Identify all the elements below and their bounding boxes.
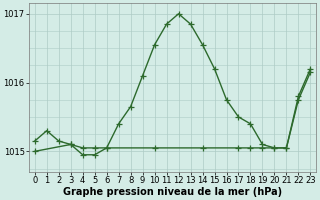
X-axis label: Graphe pression niveau de la mer (hPa): Graphe pression niveau de la mer (hPa)	[63, 187, 282, 197]
